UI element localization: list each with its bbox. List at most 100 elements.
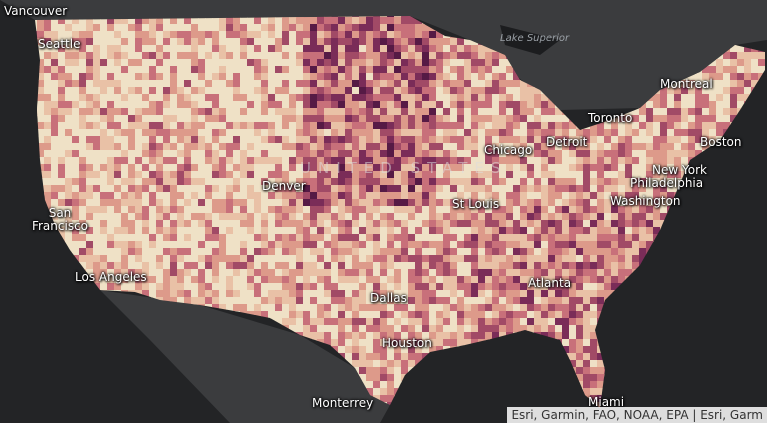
- county-cell: [107, 87, 115, 95]
- county-cell: [618, 332, 626, 340]
- county-cell: [436, 318, 444, 326]
- county-cell: [653, 192, 661, 200]
- county-cell: [296, 269, 304, 277]
- county-cell: [660, 248, 668, 256]
- county-cell: [198, 262, 206, 270]
- county-cell: [58, 31, 66, 39]
- county-cell: [653, 304, 661, 312]
- county-cell: [562, 136, 570, 144]
- county-cell: [737, 220, 745, 228]
- county-cell: [597, 325, 605, 333]
- county-cell: [303, 297, 311, 305]
- county-cell: [632, 325, 640, 333]
- county-cell: [58, 339, 66, 347]
- county-cell: [128, 143, 136, 151]
- county-cell: [611, 234, 619, 242]
- county-cell: [723, 332, 731, 340]
- county-cell: [737, 234, 745, 242]
- county-cell: [604, 325, 612, 333]
- county-cell: [58, 59, 66, 67]
- county-cell: [58, 87, 66, 95]
- county-cell: [296, 290, 304, 298]
- county-cell: [254, 234, 262, 242]
- county-cell: [345, 248, 353, 256]
- county-cell: [114, 227, 122, 235]
- county-cell: [387, 290, 395, 298]
- county-cell: [576, 276, 584, 284]
- county-cell: [310, 122, 318, 130]
- county-cell: [408, 143, 416, 151]
- county-cell: [79, 52, 87, 60]
- county-cell: [723, 255, 731, 263]
- county-cell: [72, 325, 80, 333]
- county-cell: [310, 220, 318, 228]
- county-cell: [142, 87, 150, 95]
- county-cell: [611, 115, 619, 123]
- county-cell: [555, 248, 563, 256]
- county-cell: [513, 101, 521, 109]
- county-cell: [506, 115, 514, 123]
- county-cell: [65, 108, 73, 116]
- county-cell: [331, 17, 339, 25]
- county-cell: [709, 185, 717, 193]
- county-cell: [114, 52, 122, 60]
- county-cell: [58, 227, 66, 235]
- county-cell: [506, 297, 514, 305]
- county-cell: [219, 255, 227, 263]
- county-cell: [289, 115, 297, 123]
- county-cell: [485, 325, 493, 333]
- county-cell: [359, 136, 367, 144]
- county-cell: [373, 73, 381, 81]
- county-cell: [114, 73, 122, 81]
- county-cell: [37, 157, 45, 165]
- county-cell: [576, 199, 584, 207]
- county-cell: [331, 241, 339, 249]
- county-cell: [716, 199, 724, 207]
- county-cell: [576, 122, 584, 130]
- county-cell: [534, 332, 542, 340]
- county-cell: [296, 45, 304, 53]
- county-cell: [590, 220, 598, 228]
- county-cell: [604, 199, 612, 207]
- county-cell: [163, 136, 171, 144]
- county-cell: [457, 115, 465, 123]
- county-cell: [226, 262, 234, 270]
- county-cell: [303, 255, 311, 263]
- county-cell: [65, 143, 73, 151]
- county-cell: [142, 220, 150, 228]
- county-cell: [632, 248, 640, 256]
- county-cell: [373, 325, 381, 333]
- county-cell: [317, 206, 325, 214]
- county-cell: [310, 185, 318, 193]
- county-cell: [471, 248, 479, 256]
- county-cell: [317, 24, 325, 32]
- county-cell: [415, 122, 423, 130]
- county-cell: [58, 38, 66, 46]
- county-cell: [163, 171, 171, 179]
- county-cell: [702, 101, 710, 109]
- county-cell: [709, 178, 717, 186]
- county-cell: [401, 290, 409, 298]
- county-cell: [93, 325, 101, 333]
- county-cell: [44, 38, 52, 46]
- county-cell: [527, 304, 535, 312]
- county-cell: [184, 178, 192, 186]
- county-cell: [737, 101, 745, 109]
- county-cell: [744, 143, 752, 151]
- county-cell: [625, 171, 633, 179]
- county-cell: [212, 66, 220, 74]
- county-cell: [380, 297, 388, 305]
- county-cell: [632, 220, 640, 228]
- county-cell: [219, 66, 227, 74]
- county-cell: [478, 255, 486, 263]
- county-cell: [373, 16, 381, 18]
- county-cell: [149, 17, 157, 25]
- county-cell: [478, 192, 486, 200]
- county-cell: [541, 283, 549, 291]
- county-cell: [485, 234, 493, 242]
- county-cell: [394, 206, 402, 214]
- county-cell: [310, 17, 318, 25]
- county-cell: [429, 255, 437, 263]
- county-cell: [653, 283, 661, 291]
- county-cell: [408, 157, 416, 165]
